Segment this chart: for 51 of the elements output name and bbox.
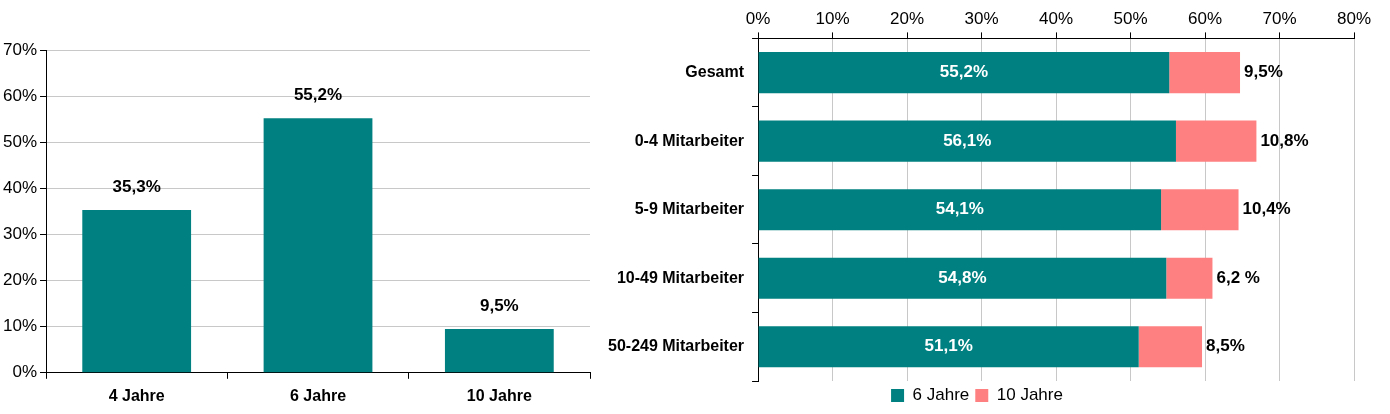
data-label: 6,2 % (1216, 267, 1260, 287)
x-tick-label: 10 Jahre (466, 386, 532, 404)
y-tick-label: Gesamt (685, 63, 745, 81)
y-tick-label: 5-9 Mitarbeiter (634, 200, 745, 218)
bar (1161, 189, 1239, 231)
y-tick-label: 30% (2, 224, 38, 244)
x-tick-label: 50% (1113, 8, 1148, 28)
y-tick-label: 60% (2, 85, 38, 105)
x-tick-label: 0% (745, 8, 771, 28)
data-label: 54,1% (935, 199, 984, 219)
y-tick-label: 10% (2, 316, 38, 336)
data-label: 55,2% (293, 85, 343, 105)
x-tick-label: 20% (890, 8, 925, 28)
bar (82, 210, 192, 373)
bar (758, 120, 1176, 162)
x-tick-label: 10% (815, 8, 850, 28)
bar (758, 189, 1162, 231)
y-tick-label: 50% (2, 131, 38, 151)
y-tick-label: 40% (2, 178, 38, 198)
y-tick-label: 20% (2, 270, 38, 290)
x-tick-label: 40% (1039, 8, 1074, 28)
y-tick-label: 70% (2, 39, 38, 59)
data-label: 9,5% (479, 296, 519, 316)
data-label: 9,5% (1244, 62, 1283, 82)
data-label: 55,2% (939, 62, 989, 82)
x-tick-label: 70% (1262, 8, 1297, 28)
data-label: 56,1% (943, 130, 992, 150)
data-label: 51,1% (924, 336, 973, 356)
bar (1166, 257, 1213, 299)
data-label: 10,4% (1242, 199, 1291, 219)
bar (758, 326, 1139, 368)
bar (758, 257, 1167, 299)
y-tick-label: 50-249 Mitarbeiter (608, 337, 745, 355)
data-label: 35,3% (112, 177, 161, 197)
x-tick-label: 6 Jahre (289, 386, 347, 404)
data-label: 10,8% (1260, 130, 1309, 150)
bar (1169, 52, 1241, 94)
x-tick-label: 4 Jahre (108, 386, 165, 404)
x-tick-label: 80% (1336, 8, 1372, 28)
x-tick-label: 60% (1188, 8, 1223, 28)
data-label: 8,5% (1206, 336, 1245, 356)
y-tick-label: 10-49 Mitarbeiter (616, 268, 745, 286)
x-tick-label: 30% (964, 8, 999, 28)
bar (263, 118, 373, 373)
y-tick-label: 0% (12, 362, 38, 382)
bar (1138, 326, 1203, 368)
y-tick-label: 0-4 Mitarbeiter (634, 131, 745, 149)
bar (444, 328, 554, 373)
bar (1175, 120, 1257, 162)
data-label: 54,8% (938, 267, 987, 287)
bar (758, 52, 1170, 94)
